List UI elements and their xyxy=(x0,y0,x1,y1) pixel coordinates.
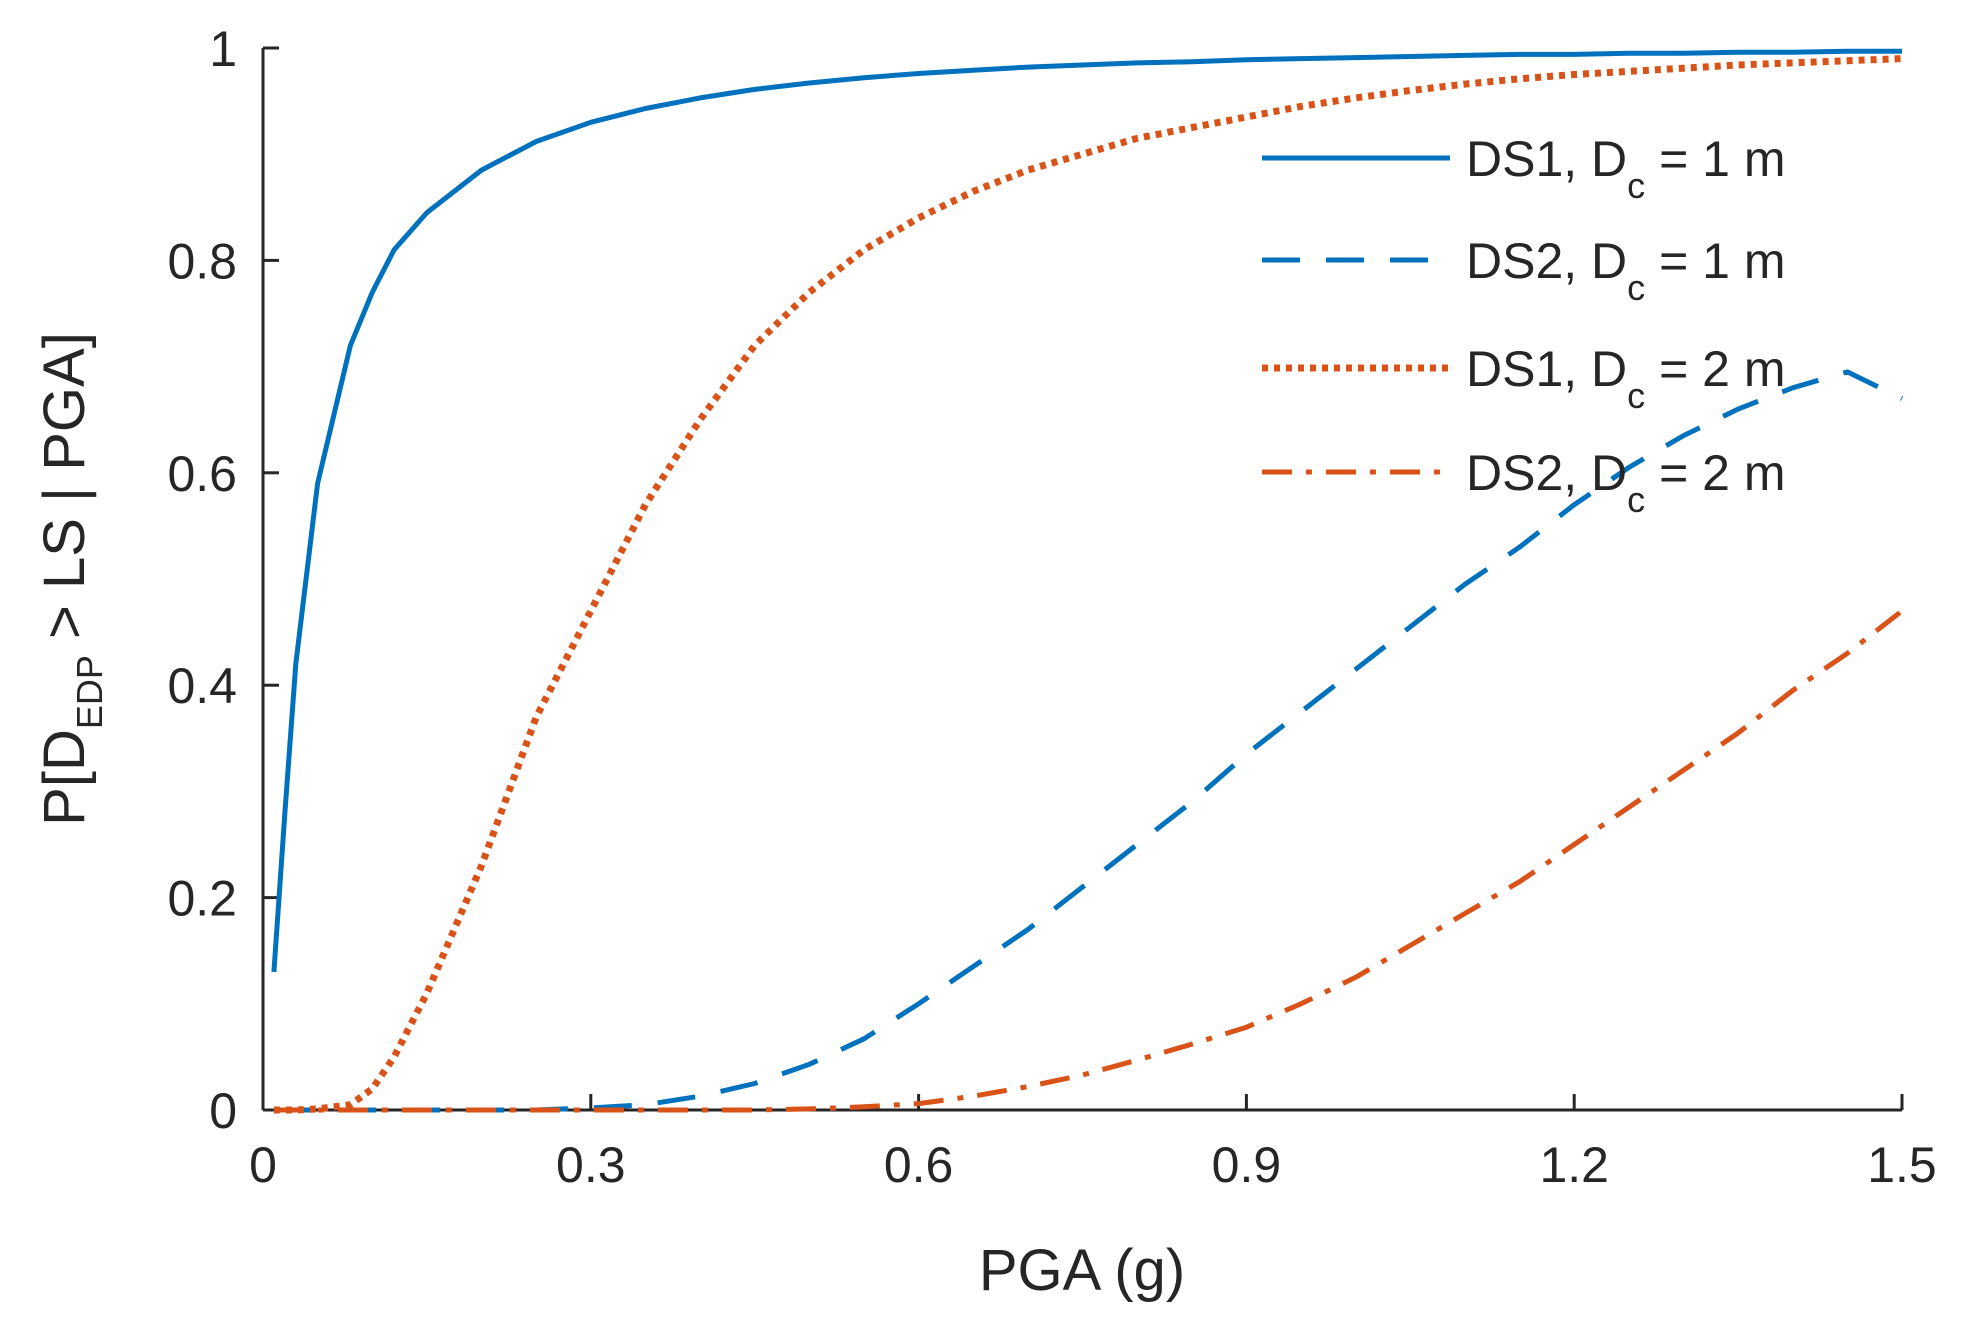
series-line-2 xyxy=(273,369,1904,1113)
y-tick-label: 0.6 xyxy=(167,446,237,502)
series-layer xyxy=(271,48,1904,1114)
legend-label-tail: = 1 m xyxy=(1645,131,1785,187)
legend-label-4: DS2, Dc = 2 m xyxy=(1466,445,1786,520)
y-tick-label: 0.8 xyxy=(167,233,237,289)
x-tick-label: 1.5 xyxy=(1867,1137,1937,1193)
series-line-1 xyxy=(271,48,1902,973)
legend-label-1: DS1, Dc = 1 m xyxy=(1466,131,1786,206)
legend-label-sub: c xyxy=(1627,479,1645,520)
x-tick-label: 0.9 xyxy=(1212,1137,1282,1193)
y-tick-label: 0.4 xyxy=(167,658,237,714)
legend-label-main: DS1, D xyxy=(1466,341,1627,397)
legend-label-2: DS2, Dc = 1 m xyxy=(1466,233,1786,308)
legend-label-sub: c xyxy=(1627,165,1645,206)
x-ticks: 0 0.3 0.6 0.9 1.2 1.5 xyxy=(249,1094,1937,1193)
y-axis-label-prefix: P[D xyxy=(32,729,97,826)
legend-label-sub: c xyxy=(1627,267,1645,308)
y-axis-label: P[DEDP > LS | PGA] xyxy=(32,332,110,826)
legend-label-3: DS1, Dc = 2 m xyxy=(1466,341,1786,416)
legend-label-tail: = 2 m xyxy=(1645,445,1785,501)
y-ticks: 0 0.2 0.4 0.6 0.8 1 xyxy=(167,21,279,1139)
legend-label-tail: = 2 m xyxy=(1645,341,1785,397)
x-tick-label: 0 xyxy=(249,1137,277,1193)
y-tick-label: 0.2 xyxy=(167,871,237,927)
y-tick-label: 0 xyxy=(209,1083,237,1139)
x-tick-label: 0.6 xyxy=(884,1137,954,1193)
legend-label-tail: = 1 m xyxy=(1645,233,1785,289)
x-tick-label: 0.3 xyxy=(556,1137,626,1193)
series-line-4 xyxy=(273,608,1904,1113)
x-tick-label: 1.2 xyxy=(1539,1137,1609,1193)
series-line-3 xyxy=(273,55,1903,1114)
axes xyxy=(261,48,1902,1112)
legend-label-main: DS1, D xyxy=(1466,131,1627,187)
legend-label-sub: c xyxy=(1627,375,1645,416)
y-axis-label-suffix: > LS | PGA] xyxy=(32,332,97,655)
y-tick-label: 1 xyxy=(209,21,237,77)
legend-label-main: DS2, D xyxy=(1466,445,1627,501)
legend-label-main: DS2, D xyxy=(1466,233,1627,289)
x-axis-label: PGA (g) xyxy=(979,1238,1185,1303)
y-axis-label-subscript: EDP xyxy=(69,655,110,729)
